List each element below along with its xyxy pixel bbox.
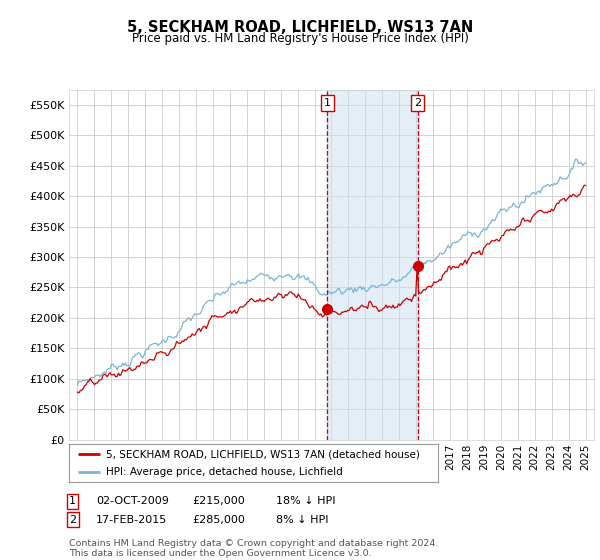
Text: 02-OCT-2009: 02-OCT-2009 xyxy=(96,496,169,506)
Text: Contains HM Land Registry data © Crown copyright and database right 2024.
This d: Contains HM Land Registry data © Crown c… xyxy=(69,539,439,558)
Text: 2: 2 xyxy=(69,515,76,525)
Text: 5, SECKHAM ROAD, LICHFIELD, WS13 7AN (detached house): 5, SECKHAM ROAD, LICHFIELD, WS13 7AN (de… xyxy=(106,449,420,459)
Bar xyxy=(327,90,418,440)
Text: 5, SECKHAM ROAD, LICHFIELD, WS13 7AN: 5, SECKHAM ROAD, LICHFIELD, WS13 7AN xyxy=(127,20,473,35)
Text: Price paid vs. HM Land Registry's House Price Index (HPI): Price paid vs. HM Land Registry's House … xyxy=(131,32,469,45)
Text: 2: 2 xyxy=(414,99,421,108)
Text: 8% ↓ HPI: 8% ↓ HPI xyxy=(276,515,329,525)
Text: £285,000: £285,000 xyxy=(192,515,245,525)
Text: 17-FEB-2015: 17-FEB-2015 xyxy=(96,515,167,525)
Text: HPI: Average price, detached house, Lichfield: HPI: Average price, detached house, Lich… xyxy=(106,467,343,477)
Text: 1: 1 xyxy=(324,99,331,108)
Text: £215,000: £215,000 xyxy=(192,496,245,506)
Text: 18% ↓ HPI: 18% ↓ HPI xyxy=(276,496,335,506)
Text: 1: 1 xyxy=(69,496,76,506)
